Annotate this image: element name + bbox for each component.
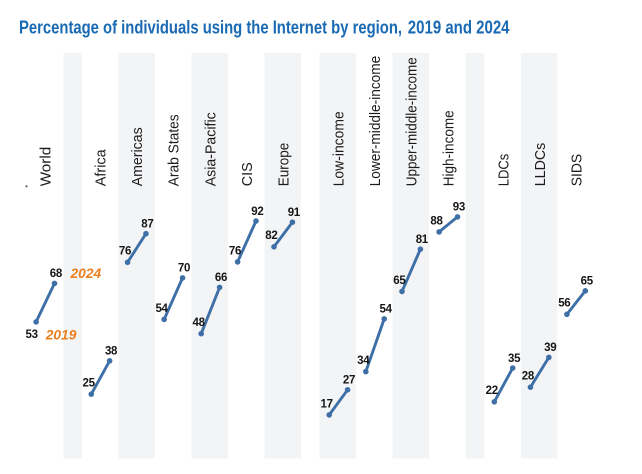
svg-text:54: 54 [155,303,168,315]
svg-text:65: 65 [393,275,406,287]
svg-text:Europe: Europe [276,143,292,187]
svg-text:Low-income: Low-income [332,111,348,186]
svg-text:CIS: CIS [240,162,256,186]
svg-text:53: 53 [25,329,37,341]
svg-text:87: 87 [141,219,153,231]
svg-text:2019: 2019 [45,327,77,342]
svg-text:2024: 2024 [70,266,102,281]
svg-text:56: 56 [558,298,570,310]
svg-text:76: 76 [119,246,131,258]
svg-text:17: 17 [320,398,332,410]
svg-text:82: 82 [265,230,277,242]
svg-text:81: 81 [416,234,429,246]
svg-text:High-income: High-income [442,110,458,186]
svg-text:LLDCs: LLDCs [533,143,549,187]
svg-text:28: 28 [522,371,535,383]
svg-text:70: 70 [178,263,190,275]
svg-text:91: 91 [288,207,301,219]
svg-text:66: 66 [215,272,227,284]
svg-text:2019 and 2024: 2019 and 2024 [408,17,510,38]
svg-text:Arab States: Arab States [167,114,183,186]
svg-text:34: 34 [357,355,370,367]
svg-text:54: 54 [379,304,392,316]
svg-text:35: 35 [508,353,521,365]
svg-text:38: 38 [105,346,118,358]
svg-text:World: World [39,147,55,187]
svg-text:LDCs: LDCs [497,154,513,187]
svg-text:Lower-middle-income: Lower-middle-income [368,56,384,187]
svg-text:Asia-Pacific: Asia-Pacific [204,112,220,186]
svg-text:48: 48 [192,317,205,329]
svg-text:Percentage of individuals usin: Percentage of individuals using the Inte… [19,17,402,38]
svg-text:92: 92 [251,206,263,218]
svg-text:SIDS: SIDS [569,154,585,187]
svg-text:Africa: Africa [94,148,110,186]
svg-text:27: 27 [343,375,355,387]
svg-text:Upper-middle-income: Upper-middle-income [404,57,420,186]
svg-text:76: 76 [229,245,241,257]
svg-text:88: 88 [430,215,443,227]
svg-text:93: 93 [453,202,465,214]
svg-text:22: 22 [486,385,498,397]
svg-text:68: 68 [50,268,63,280]
svg-text:39: 39 [544,342,556,354]
svg-text:Americas: Americas [130,127,146,186]
svg-text:65: 65 [581,276,594,288]
svg-text:25: 25 [83,378,96,390]
